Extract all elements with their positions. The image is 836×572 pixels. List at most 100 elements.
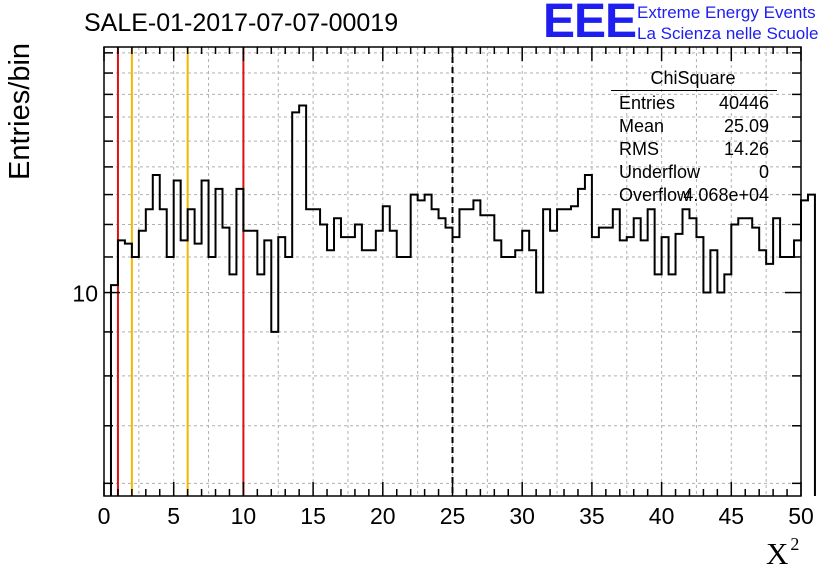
histogram-bin: [271, 332, 278, 496]
histogram-bin: [648, 209, 655, 496]
x-tick-label: 35: [579, 503, 605, 529]
logo-line-2: La Scienza nelle Scuole: [637, 24, 819, 43]
histogram-bin: [794, 240, 801, 496]
histogram-bin: [564, 209, 571, 496]
histogram-bin: [550, 231, 557, 496]
histogram-bin: [738, 218, 745, 496]
histogram-bin: [195, 244, 202, 496]
stats-value: 4.068e+04: [683, 185, 769, 205]
histogram-bin: [606, 228, 613, 496]
histogram-bin: [216, 189, 223, 496]
stats-label: Overflow: [619, 185, 691, 205]
histogram-bin: [473, 200, 480, 496]
histogram-bin: [745, 218, 752, 496]
histogram-bin: [292, 112, 299, 496]
histogram-bin: [362, 250, 369, 496]
histogram-bin: [439, 218, 446, 496]
histogram-bin: [655, 274, 662, 496]
stats-label: RMS: [619, 139, 659, 159]
histogram-bin: [689, 218, 696, 496]
stats-box: ChiSquare Entries 40446 Mean 25.09 RMS 1…: [611, 68, 779, 208]
histogram-bin: [453, 237, 460, 496]
histogram-bin: [306, 209, 313, 496]
histogram-bin: [425, 195, 432, 496]
histogram-bin: [278, 237, 285, 496]
stats-label: Entries: [619, 93, 676, 113]
histogram-bin: [222, 228, 229, 496]
histogram-bin: [376, 231, 383, 496]
histogram-bin: [404, 257, 411, 496]
histogram-bin: [710, 250, 717, 496]
stats-row-overflow: Overflow 4.068e+04: [619, 185, 769, 207]
x-axis-label-superscript: 2: [790, 534, 800, 554]
histogram-bin: [801, 200, 808, 496]
histogram-bin: [111, 285, 118, 496]
histogram-bin: [257, 274, 264, 496]
stats-value: 14.26: [723, 139, 769, 159]
histogram-bin: [236, 189, 243, 496]
histogram-bin: [557, 209, 564, 496]
histogram-bin: [487, 215, 494, 496]
histogram-bin: [703, 293, 710, 496]
x-tick-label: 0: [98, 503, 111, 529]
stats-row-rms: RMS 14.26: [619, 139, 769, 161]
histogram-bin: [634, 218, 641, 496]
histogram-bin: [620, 240, 627, 496]
logo-line-1: Extreme Energy Events: [637, 3, 816, 22]
x-tick-label: 20: [370, 503, 396, 529]
histogram-bin: [446, 228, 453, 496]
histogram-bin: [397, 257, 404, 496]
chart-title: SALE-01-2017-07-07-00019: [84, 9, 399, 37]
histogram-bin: [627, 237, 634, 496]
histogram-bin: [759, 250, 766, 496]
histogram-bin: [146, 209, 153, 496]
histogram-bin: [808, 195, 815, 496]
stats-row-underflow: Underflow 0: [619, 162, 769, 184]
histogram-bin: [390, 231, 397, 496]
histogram-bin: [334, 218, 341, 496]
histogram-bin: [327, 250, 334, 496]
histogram-bin: [641, 240, 648, 496]
eee-logo: EEE: [543, 0, 637, 48]
histogram-bin: [125, 244, 132, 496]
histogram-bin: [683, 209, 690, 496]
histogram-bin: [229, 274, 236, 496]
x-tick-label: 25: [440, 503, 466, 529]
histogram-bin: [264, 240, 271, 496]
histogram-bin: [578, 189, 585, 496]
histogram-bin: [536, 293, 543, 496]
histogram-bin: [411, 195, 418, 496]
histogram-bin: [669, 274, 676, 496]
stats-value: 40446: [718, 93, 769, 113]
histogram-bin: [348, 237, 355, 496]
histogram-bin: [418, 200, 425, 496]
histogram-bin: [355, 224, 362, 496]
x-tick-label: 50: [788, 503, 814, 529]
y-tick-label: 10: [72, 281, 98, 307]
x-tick-label: 30: [509, 503, 535, 529]
histogram-bin: [118, 240, 125, 496]
histogram-bin: [160, 209, 167, 496]
histogram-bin: [153, 175, 160, 496]
histogram-bin: [202, 180, 209, 496]
stats-title: ChiSquare: [650, 68, 736, 88]
histogram-bin: [543, 209, 550, 496]
histogram-bin: [773, 218, 780, 496]
x-tick-label: 15: [300, 503, 326, 529]
histogram-bin: [250, 231, 257, 496]
stats-row-entries: Entries 40446: [619, 93, 769, 115]
y-axis-label: Entries/bin: [4, 42, 36, 180]
histogram-bin: [320, 224, 327, 496]
histogram-bin: [752, 228, 759, 496]
stats-value: 25.09: [723, 116, 769, 136]
histogram-bin: [139, 231, 146, 496]
histogram-bin: [529, 250, 536, 496]
x-tick-label: 5: [167, 503, 180, 529]
stats-label: Underflow: [619, 162, 701, 182]
stats-row-mean: Mean 25.09: [619, 116, 769, 138]
histogram-bin: [209, 257, 216, 496]
histogram-bin: [167, 257, 174, 496]
